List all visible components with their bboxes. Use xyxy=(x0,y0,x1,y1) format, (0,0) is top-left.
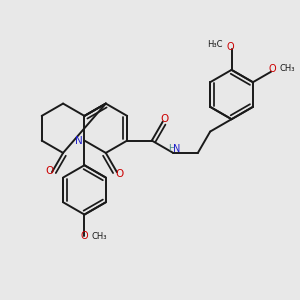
Text: O: O xyxy=(115,169,123,179)
Text: O: O xyxy=(160,114,168,124)
Text: O: O xyxy=(45,166,53,176)
Text: H₃C: H₃C xyxy=(207,40,223,49)
Text: CH₃: CH₃ xyxy=(280,64,295,73)
Text: O: O xyxy=(81,230,88,241)
Text: O: O xyxy=(226,42,234,52)
Text: N: N xyxy=(173,144,180,154)
Text: O: O xyxy=(269,64,276,74)
Text: CH₃: CH₃ xyxy=(92,232,107,241)
Text: N: N xyxy=(75,136,83,146)
Text: H: H xyxy=(168,144,175,153)
